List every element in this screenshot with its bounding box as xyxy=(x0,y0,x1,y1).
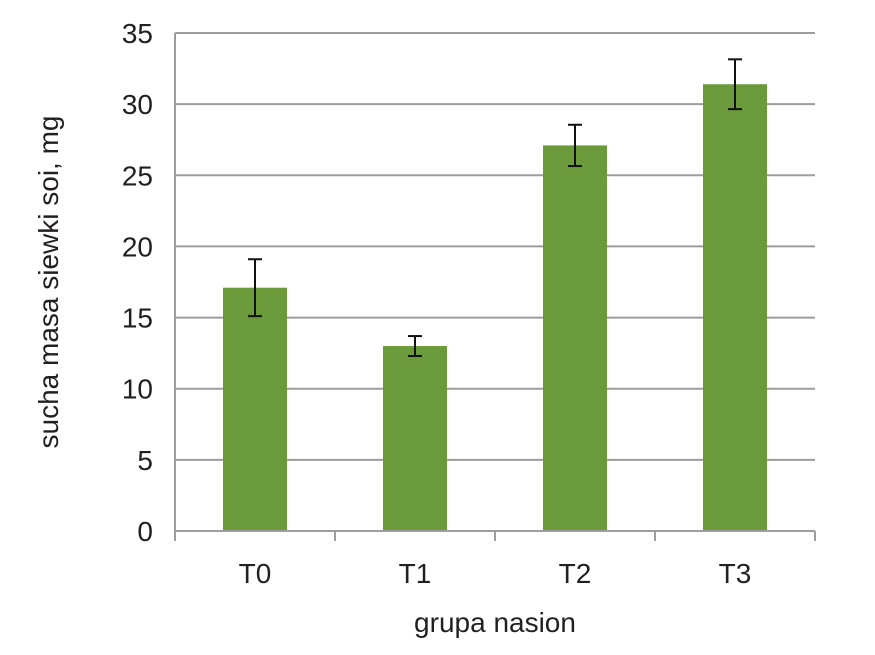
y-tick-label: 0 xyxy=(137,516,153,547)
y-tick-label: 30 xyxy=(122,89,153,120)
y-tick-label: 5 xyxy=(137,445,153,476)
error-bars xyxy=(248,58,742,357)
y-tick-label: 10 xyxy=(122,374,153,405)
bars xyxy=(223,84,767,532)
y-tick-label: 20 xyxy=(122,231,153,262)
y-tick-labels: 0 5 10 15 20 25 30 35 xyxy=(122,18,153,547)
y-axis-title: sucha masa siewki soi, mg xyxy=(33,115,64,448)
x-tick-label-T1: T1 xyxy=(399,558,432,589)
x-tick-labels: T0 T1 T2 T3 xyxy=(239,558,752,589)
bar-T0 xyxy=(223,287,287,531)
y-tick-label: 25 xyxy=(122,160,153,191)
bar-T3 xyxy=(703,84,767,532)
x-tick-label-T3: T3 xyxy=(719,558,752,589)
x-tick-label-T2: T2 xyxy=(559,558,592,589)
x-tick-label-T0: T0 xyxy=(239,558,272,589)
y-tick-label: 35 xyxy=(122,18,153,49)
axes xyxy=(174,33,816,541)
y-tick-label: 15 xyxy=(122,303,153,334)
bar-T2 xyxy=(543,145,607,532)
bar-T1 xyxy=(383,346,447,531)
x-axis-title: grupa nasion xyxy=(414,607,576,638)
